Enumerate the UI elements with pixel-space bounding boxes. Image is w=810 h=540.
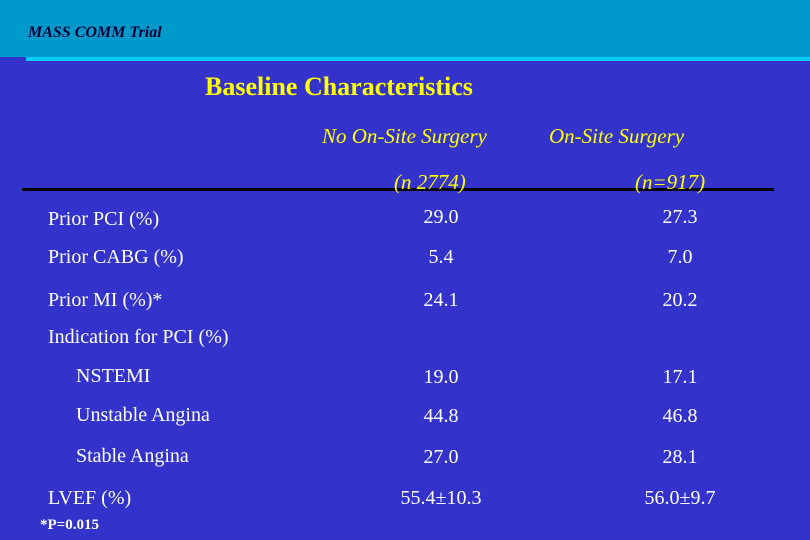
row-label-nstemi: NSTEMI: [76, 365, 151, 387]
row-label-prior-mi: Prior MI (%)*: [48, 289, 163, 311]
row-label-prior-cabg: Prior CABG (%): [48, 246, 184, 268]
header-divider: [26, 57, 810, 61]
header-bar: [0, 0, 810, 57]
trial-name: MASS COMM Trial: [28, 24, 162, 41]
value-nstemi-no-onsite: 19.0: [423, 366, 459, 388]
value-prior-pci-onsite: 27.3: [662, 206, 698, 228]
slide-title: Baseline Characteristics: [205, 72, 473, 101]
row-label-indication-for-pci: Indication for PCI (%): [48, 326, 229, 348]
value-stable-angina-no-onsite: 27.0: [423, 446, 459, 468]
row-label-stable-angina: Stable Angina: [76, 445, 189, 467]
header-rule: [22, 188, 774, 191]
value-lvef-no-onsite: 55.4±10.3: [400, 487, 482, 509]
value-unstable-angina-onsite: 46.8: [662, 405, 698, 427]
value-nstemi-onsite: 17.1: [662, 366, 698, 388]
value-prior-mi-no-onsite: 24.1: [423, 289, 459, 311]
column-header-onsite: On-Site Surgery: [549, 124, 685, 148]
row-label-lvef: LVEF (%): [48, 487, 132, 509]
value-prior-cabg-no-onsite: 5.4: [428, 246, 454, 268]
value-prior-mi-onsite: 20.2: [662, 289, 698, 311]
n-count-no-onsite: (n 2774): [394, 170, 466, 194]
value-prior-cabg-onsite: 7.0: [667, 246, 693, 268]
row-label-prior-pci: Prior PCI (%): [48, 208, 160, 230]
value-unstable-angina-no-onsite: 44.8: [423, 405, 459, 427]
value-stable-angina-onsite: 28.1: [662, 446, 698, 468]
column-header-no-onsite: No On-Site Surgery: [322, 124, 487, 148]
footnote: *P=0.015: [40, 517, 99, 533]
value-lvef-onsite: 56.0±9.7: [644, 487, 716, 509]
row-label-unstable-angina: Unstable Angina: [76, 404, 210, 426]
n-count-onsite: (n=917): [635, 170, 706, 194]
value-prior-pci-no-onsite: 29.0: [423, 206, 459, 228]
